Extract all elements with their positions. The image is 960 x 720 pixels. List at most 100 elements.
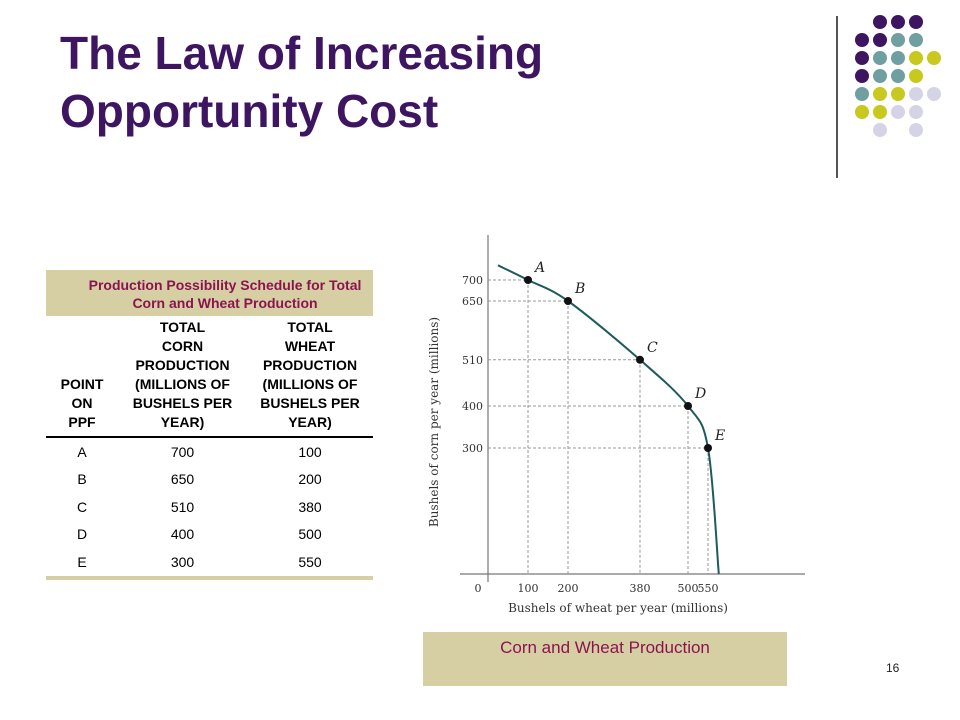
x-tick-label: 500 [678, 582, 699, 595]
header-wheat-line: BUSHELS PER [260, 395, 360, 411]
header-wheat-line: TOTAL [287, 319, 333, 335]
point-label-a: A [533, 260, 545, 276]
table-row: A 700 100 [46, 437, 373, 466]
x-tick-label: 380 [630, 582, 651, 595]
decorative-dot [873, 69, 887, 83]
cell-point: A [77, 443, 87, 460]
decorative-dot [873, 105, 887, 119]
slide-title-line-2: Opportunity Cost [60, 85, 439, 137]
data-point-a [524, 276, 532, 284]
data-point-c [636, 355, 644, 364]
chart-caption-text: Corn and Wheat Production [500, 638, 710, 657]
ppf-curve [497, 264, 720, 575]
header-wheat-line: WHEAT [284, 338, 336, 354]
x-tick-label: 100 [518, 582, 539, 595]
header-corn-line: (MILLIONS OF [135, 376, 230, 392]
point-label-e: E [714, 428, 725, 444]
decorative-dot [891, 105, 905, 119]
cell-corn: 400 [170, 526, 195, 543]
table-row: E 300 550 [46, 548, 373, 576]
chart-caption: Corn and Wheat Production [423, 632, 787, 686]
table-row: B 650 200 [46, 466, 373, 494]
cell-corn: 510 [170, 498, 195, 515]
table-row: C 510 380 [46, 493, 373, 521]
header-point-line: POINT [60, 376, 104, 392]
y-tick-label: 650 [462, 295, 483, 308]
decorative-divider [836, 16, 838, 178]
cell-corn: 700 [170, 443, 195, 460]
decorative-dot [891, 51, 905, 65]
cell-wheat: 200 [298, 471, 322, 488]
header-corn: TOTAL CORN PRODUCTION (MILLIONS OF BUSHE… [118, 316, 247, 437]
cell-point: D [76, 526, 88, 543]
cell-wheat: 550 [298, 553, 322, 570]
decorative-dot-grid [855, 15, 941, 137]
cell-point: B [77, 471, 87, 488]
x-tick-label: 0 [475, 582, 482, 595]
decorative-dot [855, 69, 869, 83]
decorative-dot [873, 123, 887, 137]
table-footer-bar [46, 575, 373, 580]
page-number: 16 [886, 661, 900, 675]
header-corn-line: BUSHELS PER [132, 395, 233, 411]
header-point-line: PPF [68, 414, 96, 430]
point-label-d: D [694, 386, 706, 402]
cell-corn: 300 [170, 553, 195, 570]
decorative-dot [891, 15, 905, 29]
cell-point: E [77, 553, 87, 570]
data-point-b [564, 297, 572, 305]
header-point-line: ON [71, 395, 93, 411]
y-tick-label: 300 [462, 442, 483, 455]
decorative-dot [909, 69, 923, 83]
table-row: D 400 500 [46, 521, 373, 549]
decorative-dot [873, 15, 887, 29]
decorative-dot [909, 105, 923, 119]
decorative-dot [909, 15, 923, 29]
schedule-table: POINT ON PPF TOTAL CORN PRODUCTION (MILL… [46, 316, 373, 576]
decorative-dot [855, 105, 869, 119]
header-point: POINT ON PPF [46, 316, 118, 437]
y-tick-label: 510 [462, 354, 483, 367]
header-corn-line: CORN [161, 338, 204, 354]
point-label-c: C [647, 340, 658, 356]
decorative-dot [873, 51, 887, 65]
header-wheat-line: (MILLIONS OF [262, 376, 358, 392]
header-corn-line: TOTAL [159, 319, 206, 335]
decorative-dot [891, 87, 905, 101]
decorative-dot [855, 87, 869, 101]
ppf-chart: A B C D E 700 650 510 400 300 0 100 200 380 500 550 Bush… [427, 235, 805, 615]
header-wheat-line: YEAR) [288, 414, 332, 430]
decorative-dot [927, 87, 941, 101]
decorative-dot [855, 33, 869, 47]
decorative-dot [909, 33, 923, 47]
decorative-dot [927, 51, 941, 65]
y-axis-label: Bushels of corn per year (millions) [427, 317, 441, 527]
y-tick-label: 400 [462, 400, 483, 413]
decorative-dot [891, 33, 905, 47]
header-corn-line: PRODUCTION [135, 357, 230, 373]
table-caption-line-1: Production Possibility Schedule for Tota… [88, 277, 362, 293]
cell-corn: 650 [170, 471, 195, 488]
slide-title: The Law of Increasing Opportunity Cost [60, 24, 543, 140]
decorative-dot [855, 51, 869, 65]
y-tick-label: 700 [462, 274, 483, 287]
x-tick-label: 550 [698, 582, 719, 595]
table-caption: Production Possibility Schedule for Tota… [46, 270, 373, 316]
decorative-dot [873, 87, 887, 101]
decorative-dot [909, 87, 923, 101]
data-point-d [684, 402, 692, 410]
header-corn-line: YEAR) [160, 414, 205, 430]
cell-wheat: 100 [298, 443, 322, 460]
decorative-dot [909, 123, 923, 137]
cell-point: C [76, 498, 88, 515]
header-wheat: TOTAL WHEAT PRODUCTION (MILLIONS OF BUSH… [247, 316, 373, 437]
decorative-dot [873, 33, 887, 47]
x-axis-label: Bushels of wheat per year (millions) [508, 601, 728, 615]
slide-title-line-1: The Law of Increasing [60, 27, 544, 79]
data-point-e [704, 444, 712, 452]
decorative-dot [891, 69, 905, 83]
x-tick-label: 200 [558, 582, 579, 595]
table-caption-line-2: Corn and Wheat Production [132, 295, 318, 311]
header-wheat-line: PRODUCTION [262, 357, 358, 373]
cell-wheat: 500 [298, 526, 322, 543]
